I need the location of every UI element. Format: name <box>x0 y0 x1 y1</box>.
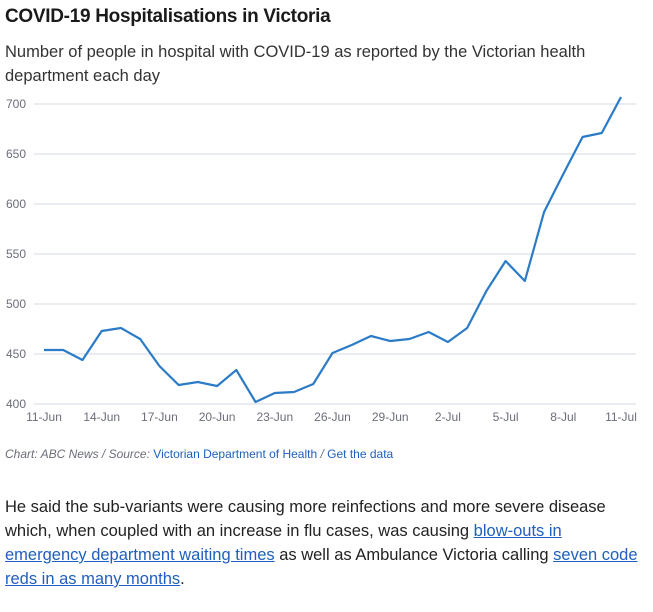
article-paragraph: He said the sub-variants were causing mo… <box>5 495 645 591</box>
x-tick-label: 11-Jun <box>26 410 62 424</box>
chart-source: Chart: ABC News / Source: Victorian Depa… <box>5 447 393 461</box>
x-tick-label: 23-Jun <box>256 410 293 424</box>
x-tick-label: 20-Jun <box>199 410 236 424</box>
x-tick-label: 26-Jun <box>314 410 351 424</box>
x-tick-label: 5-Jul <box>493 410 519 424</box>
y-tick-label: 500 <box>6 297 26 311</box>
x-tick-label: 8-Jul <box>550 410 576 424</box>
y-tick-label: 600 <box>6 197 26 211</box>
code-reds-link[interactable]: seven code reds in as many months <box>5 546 638 588</box>
ed-waiting-link[interactable]: blow-outs in emergency department waitin… <box>5 522 562 564</box>
x-tick-label: 11-Jul <box>605 410 637 424</box>
y-tick-label: 550 <box>6 247 26 261</box>
get-data-link[interactable]: Get the data <box>327 447 394 461</box>
text: He said the sub-variants were causing mo… <box>5 498 606 540</box>
source-separator: / <box>317 447 328 461</box>
x-tick-label: 2-Jul <box>435 410 461 424</box>
text: . <box>180 570 185 588</box>
line-chart: 400 450 500 550 600 650 700 11-Jun 14-Jun 17-Jun 2… <box>6 96 637 424</box>
y-tick-label: 650 <box>6 147 26 161</box>
y-tick-label: 700 <box>6 97 26 111</box>
source-link[interactable]: Victorian Department of Health <box>153 447 318 461</box>
x-tick-label: 29-Jun <box>372 410 409 424</box>
chart-title: COVID-19 Hospitalisations in Victoria <box>5 6 331 27</box>
series-line <box>44 96 622 404</box>
x-tick-label: 14-Jun <box>83 410 120 424</box>
y-tick-label: 450 <box>6 347 26 361</box>
source-prefix: Chart: ABC News / Source: <box>5 447 154 461</box>
y-tick-label: 400 <box>6 397 26 411</box>
text: as well as Ambulance Victoria calling <box>274 546 554 564</box>
chart-subtitle: Number of people in hospital with COVID-… <box>5 43 586 85</box>
x-tick-label: 17-Jun <box>141 410 178 424</box>
